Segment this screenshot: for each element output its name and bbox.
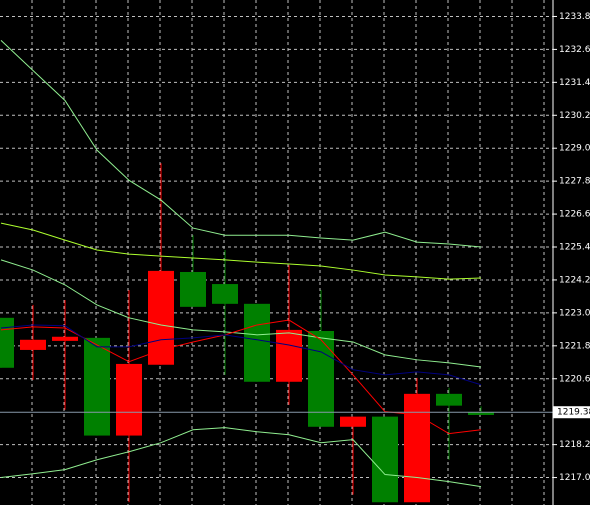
- y-tick-label: 1223.00: [559, 308, 590, 318]
- candle-body: [340, 416, 366, 427]
- candle-body: [180, 271, 206, 307]
- y-tick-label: 1227.80: [559, 177, 590, 187]
- candle-body: [148, 270, 174, 365]
- candle-body: [52, 336, 78, 341]
- y-tick-label: 1217.00: [559, 473, 590, 483]
- current-price-box: [553, 406, 590, 419]
- indicator-line: [0, 39, 482, 248]
- candle-body: [436, 393, 462, 406]
- y-tick-label: 1221.80: [559, 341, 590, 351]
- candle-body: [308, 330, 334, 427]
- y-tick-label: 1225.40: [559, 243, 590, 253]
- y-tick-label: 1232.60: [559, 45, 590, 55]
- indicator-line: [0, 259, 482, 368]
- candle-body: [20, 339, 46, 350]
- indicator-line: [0, 324, 482, 386]
- y-tick-label: 1233.80: [559, 12, 590, 22]
- current-price-label: 1219.38: [557, 408, 590, 418]
- candle-body: [84, 337, 110, 436]
- candle-body: [244, 303, 270, 382]
- y-tick-label: 1231.40: [559, 78, 590, 88]
- candle-body: [116, 363, 142, 436]
- indicator-line: [0, 427, 482, 488]
- y-tick-label: 1230.20: [559, 111, 590, 121]
- candle-body: [0, 317, 14, 368]
- candle-body: [468, 412, 494, 415]
- candle-body: [404, 393, 430, 503]
- candle-body: [276, 329, 302, 382]
- y-tick-label: 1218.20: [559, 440, 590, 450]
- candle-body: [212, 284, 238, 304]
- candle-body: [372, 416, 398, 503]
- indicator-line: [0, 222, 482, 280]
- y-tick-label: 1226.60: [559, 210, 590, 220]
- y-tick-label: 1220.60: [559, 374, 590, 384]
- y-tick-label: 1224.20: [559, 275, 590, 285]
- y-tick-label: 1229.00: [559, 144, 590, 154]
